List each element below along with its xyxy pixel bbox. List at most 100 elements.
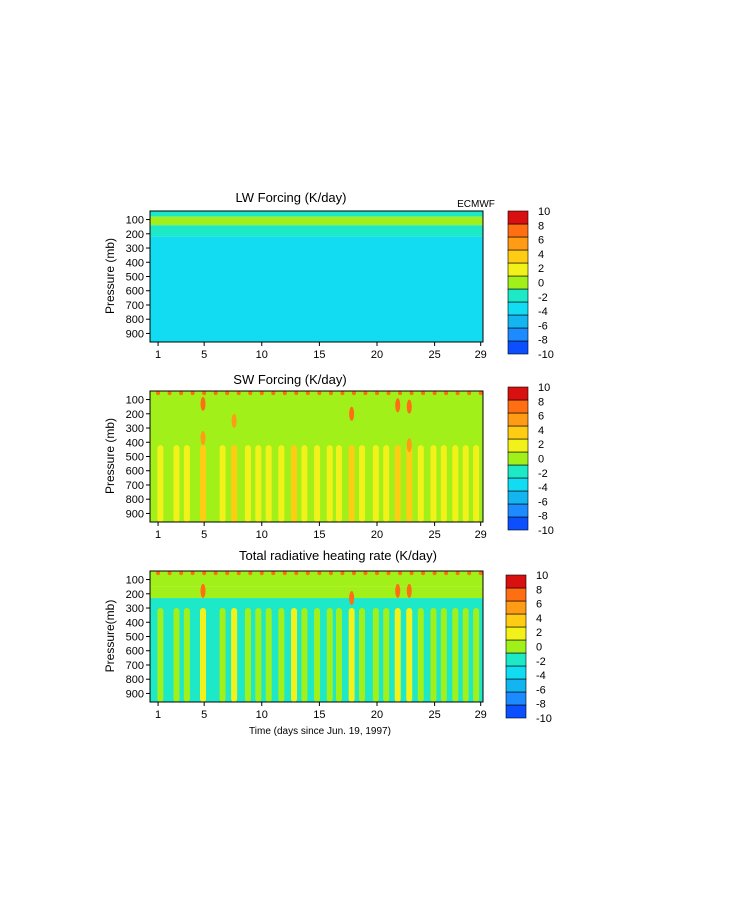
field-streak: [183, 445, 190, 522]
field-spot: [213, 571, 218, 576]
y-tick-label: 900: [126, 328, 144, 340]
field-streak: [462, 608, 469, 702]
y-tick-label: 700: [126, 660, 144, 672]
field-blob: [413, 280, 434, 325]
field-streak: [200, 608, 207, 702]
field-spot: [202, 571, 207, 576]
x-tick-label: 1: [155, 529, 161, 541]
colorbar-box: [505, 639, 527, 654]
field-spot: [374, 391, 379, 396]
field-spot: [225, 571, 230, 576]
field-spot: [156, 391, 161, 396]
x-tick-label: 25: [428, 709, 440, 721]
colorbar-box: [507, 503, 529, 518]
y-tick-label: 300: [126, 423, 144, 435]
field-streak: [173, 445, 180, 522]
field-streak: [417, 445, 424, 522]
y-tick-label: 800: [126, 314, 144, 326]
field-streak: [244, 445, 251, 522]
panel-2-ylabel: Pressure (mb): [103, 418, 117, 494]
colorbar-box: [505, 600, 527, 615]
colorbar-box: [507, 210, 529, 225]
colorbar-label: 0: [536, 642, 542, 654]
colorbar-box: [507, 516, 529, 531]
colorbar-box: [507, 425, 529, 440]
y-tick-label: 800: [126, 674, 144, 686]
y-tick-label: 500: [126, 452, 144, 464]
x-tick-label: 20: [371, 709, 383, 721]
field-spot: [340, 391, 345, 396]
colorbar-box: [505, 704, 527, 719]
colorbar-label: 10: [538, 206, 550, 218]
y-tick-label: 400: [126, 617, 144, 629]
colorbar-label: 4: [538, 425, 544, 437]
panel-1-title: LW Forcing (K/day): [235, 190, 346, 205]
field-spot: [282, 391, 287, 396]
colorbar-label: -10: [538, 349, 554, 361]
y-tick-label: 600: [126, 466, 144, 478]
colorbar-label: -4: [538, 306, 548, 318]
panel-1-ylabel: Pressure (mb): [103, 238, 117, 314]
field-blob: [424, 308, 445, 342]
field-streak: [278, 445, 285, 522]
field-spot: [236, 391, 241, 396]
colorbar-box: [507, 399, 529, 414]
colorbar-label: 4: [536, 613, 542, 625]
field-spot: [386, 571, 391, 576]
field-blob: [447, 275, 468, 320]
field-spot: [328, 391, 333, 396]
field-spot: [421, 391, 426, 396]
field-streak: [417, 608, 424, 702]
field-streak: [265, 608, 272, 702]
field-spot: [467, 391, 472, 396]
field-band: [150, 211, 483, 217]
field-hotspot: [349, 406, 355, 421]
field-spot: [363, 571, 368, 576]
y-tick-label: 300: [126, 603, 144, 615]
field-spot: [167, 571, 172, 576]
field-streak: [255, 608, 262, 702]
y-tick-label: 900: [126, 688, 144, 700]
colorbar-box: [505, 626, 527, 641]
field-blob: [240, 263, 261, 308]
field-spot: [225, 391, 230, 396]
panel-2-title: SW Forcing (K/day): [233, 372, 346, 387]
field-streak: [394, 445, 401, 522]
colorbar-box: [507, 464, 529, 479]
field-streak: [406, 445, 413, 522]
field-hotspot: [231, 413, 237, 428]
colorbar-box: [507, 314, 529, 329]
field-streak: [244, 608, 251, 702]
colorbar-label: -2: [538, 292, 548, 304]
colorbar-box: [507, 262, 529, 277]
field-spot: [444, 571, 449, 576]
field-streak: [462, 445, 469, 522]
colorbar-label: -6: [536, 684, 546, 696]
field-spot: [202, 391, 207, 396]
field-band: [150, 586, 483, 599]
field-spot: [294, 571, 299, 576]
colorbar-box: [505, 613, 527, 628]
field-spot: [282, 571, 287, 576]
colorbar-label: 8: [536, 584, 542, 596]
colorbar-box: [507, 451, 529, 466]
field-spot: [432, 391, 437, 396]
field-spot: [305, 391, 310, 396]
field-spot: [271, 571, 276, 576]
field-spot: [444, 391, 449, 396]
field-spot: [305, 571, 310, 576]
field-spot: [179, 391, 184, 396]
field-spot: [478, 391, 483, 396]
colorbar-label: 0: [538, 454, 544, 466]
y-tick-label: 600: [126, 286, 144, 298]
field-band: [150, 225, 483, 237]
colorbar-label: 10: [536, 570, 548, 582]
colorbar-box: [505, 587, 527, 602]
field-spot: [386, 391, 391, 396]
y-tick-label: 700: [126, 300, 144, 312]
field-hotspot: [406, 583, 412, 598]
field-hotspot: [200, 430, 206, 445]
field-spot: [351, 391, 356, 396]
colorbar-3: -10 -8 -6 -4 -2 0 2 4 6 8 10: [505, 570, 552, 725]
